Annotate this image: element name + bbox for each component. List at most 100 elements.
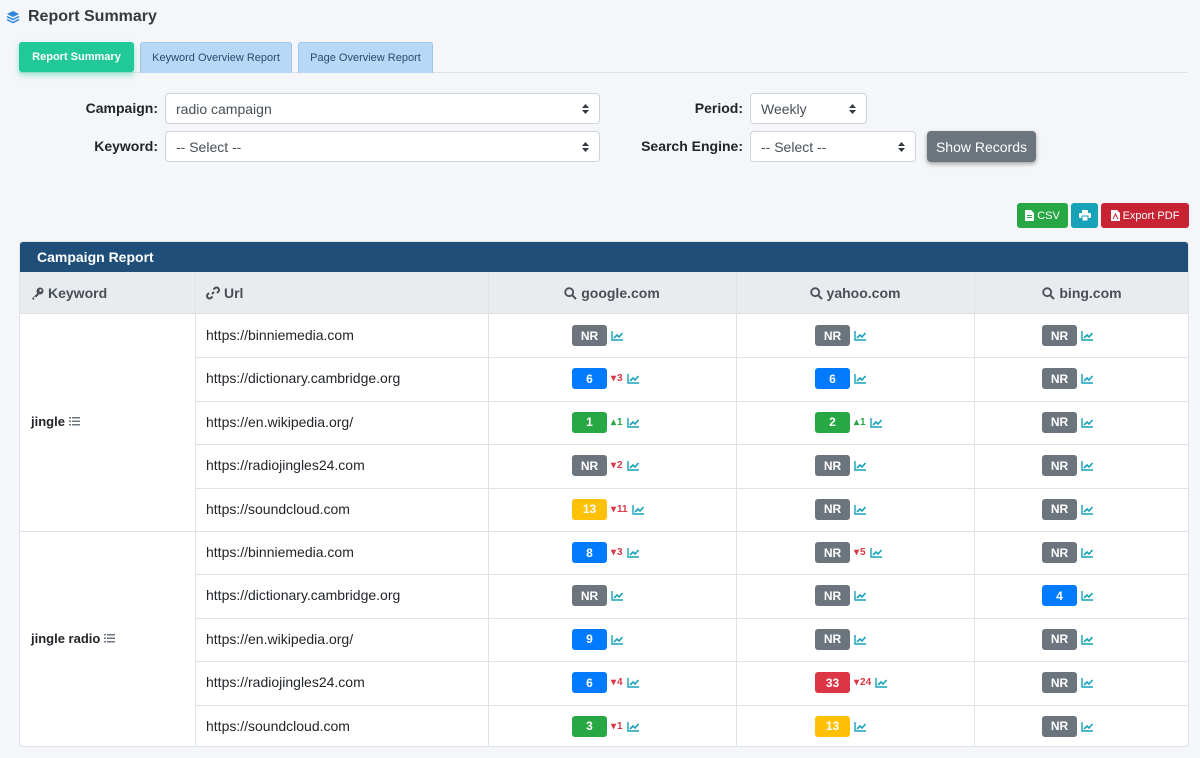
bing-rank-cell: NR	[1042, 411, 1094, 433]
triangle-down-icon: ▾	[611, 677, 617, 689]
url-cell[interactable]: https://soundcloud.com	[206, 717, 350, 734]
chart-line-icon[interactable]	[1081, 547, 1094, 558]
period-label: Period:	[694, 100, 743, 116]
url-cell[interactable]: https://binniemedia.com	[206, 544, 354, 560]
row-divider	[195, 444, 1188, 446]
chart-line-icon[interactable]	[626, 721, 640, 732]
rank-change: ▾ 24	[854, 677, 871, 688]
row-divider	[195, 400, 1188, 402]
tab-keyword-overview[interactable]: Keyword Overview Report	[140, 42, 292, 73]
tab-page-overview[interactable]: Page Overview Report	[298, 42, 433, 73]
column-divider	[195, 272, 196, 746]
chart-line-icon[interactable]	[611, 590, 624, 602]
chart-line-icon[interactable]	[1081, 330, 1094, 341]
chart-line-icon[interactable]	[1081, 634, 1094, 645]
column-yahoo[interactable]: yahoo.com	[736, 272, 974, 314]
row-divider	[195, 487, 1188, 489]
print-button[interactable]	[1071, 203, 1098, 228]
chart-line-icon[interactable]	[1081, 677, 1094, 688]
url-cell[interactable]: https://en.wikipedia.org/	[206, 630, 354, 647]
rank-change-value: 1	[860, 416, 866, 428]
triangle-up-icon: ▴	[854, 416, 860, 428]
select-arrows-icon	[582, 142, 589, 152]
rank-change-value: 3	[617, 547, 623, 558]
url-cell[interactable]: https://dictionary.cambridge.org	[206, 370, 401, 387]
rank-change: ▴ 1	[854, 417, 866, 428]
url-cell[interactable]: https://radiojingles24.com	[206, 674, 365, 691]
rank-badge: NR	[1042, 411, 1077, 433]
period-select[interactable]: Weekly	[750, 93, 867, 124]
url-cell[interactable]: https://dictionary.cambridge.org	[206, 587, 401, 604]
chart-line-icon[interactable]	[869, 417, 883, 428]
chart-line-icon[interactable]	[854, 590, 867, 602]
rank-badge: 9	[572, 628, 607, 650]
google-rank-cell: 9	[572, 628, 624, 650]
chart-line-icon[interactable]	[631, 504, 645, 515]
chart-line-icon[interactable]	[626, 460, 640, 471]
rank-badge: NR	[815, 628, 850, 650]
rank-badge: NR	[815, 585, 850, 607]
row-divider	[195, 704, 1188, 706]
show-records-button[interactable]: Show Records	[927, 131, 1036, 162]
key-icon	[32, 287, 44, 300]
chart-line-icon[interactable]	[875, 677, 888, 688]
url-cell[interactable]: https://en.wikipedia.org/	[206, 413, 354, 430]
chart-line-icon[interactable]	[1081, 417, 1094, 428]
bing-rank-cell: NR	[1042, 368, 1094, 390]
chart-line-icon[interactable]	[1081, 504, 1094, 515]
triangle-down-icon: ▾	[611, 720, 617, 732]
keyword-cell: jingle radio	[31, 631, 116, 646]
row-divider	[20, 531, 1188, 532]
rank-change-value: 2	[617, 460, 623, 472]
url-cell[interactable]: https://binniemedia.com	[206, 327, 354, 343]
rank-badge: NR	[1042, 368, 1077, 390]
chart-line-icon[interactable]	[611, 634, 624, 645]
chart-line-icon[interactable]	[854, 373, 867, 385]
chart-line-icon[interactable]	[854, 721, 867, 732]
column-keyword[interactable]: Keyword	[31, 272, 107, 314]
list-icon[interactable]	[68, 416, 80, 426]
chart-line-icon[interactable]	[626, 677, 640, 688]
chart-line-icon[interactable]	[869, 547, 883, 558]
chart-line-icon[interactable]	[854, 504, 867, 515]
csv-export-button[interactable]: CSV	[1017, 203, 1068, 228]
search-icon	[1042, 286, 1056, 300]
triangle-up-icon: ▴	[611, 416, 617, 428]
google-rank-cell: 13 ▾ 11	[572, 498, 645, 520]
chart-line-icon[interactable]	[854, 330, 867, 341]
chart-line-icon[interactable]	[626, 417, 640, 428]
rank-badge: 2	[815, 411, 850, 433]
column-url[interactable]: Url	[206, 272, 243, 314]
page-header: Report Summary	[6, 8, 157, 26]
search-engine-label: Search Engine:	[641, 138, 743, 154]
yahoo-rank-cell: 13	[815, 715, 867, 737]
url-cell[interactable]: https://radiojingles24.com	[206, 457, 365, 474]
chart-line-icon[interactable]	[854, 634, 867, 645]
column-bing[interactable]: bing.com	[974, 272, 1188, 314]
tab-report-summary[interactable]: Report Summary	[19, 42, 134, 72]
campaign-select[interactable]: radio campaign	[165, 93, 600, 124]
chart-line-icon[interactable]	[1081, 590, 1094, 602]
yahoo-rank-cell: 2 ▴ 1	[815, 411, 883, 433]
row-divider	[195, 357, 1188, 359]
chart-line-icon[interactable]	[626, 547, 640, 558]
search-engine-select[interactable]: -- Select --	[750, 131, 916, 162]
chart-line-icon[interactable]	[626, 373, 640, 385]
rank-badge: NR	[1042, 715, 1077, 737]
bing-rank-cell: NR	[1042, 498, 1094, 520]
chart-line-icon[interactable]	[1081, 460, 1094, 471]
export-pdf-button[interactable]: Export PDF	[1101, 203, 1189, 228]
chart-line-icon[interactable]	[854, 460, 867, 471]
chart-line-icon[interactable]	[1081, 373, 1094, 385]
rank-badge: 33	[815, 672, 850, 694]
chart-line-icon[interactable]	[611, 330, 624, 341]
keyword-select[interactable]: -- Select --	[165, 131, 600, 162]
rank-badge: NR	[1042, 672, 1077, 694]
url-cell[interactable]: https://soundcloud.com	[206, 500, 350, 517]
column-google[interactable]: google.com	[488, 272, 736, 314]
list-icon[interactable]	[104, 633, 116, 643]
rank-change-value: 5	[860, 547, 866, 558]
rank-badge: NR	[572, 455, 607, 477]
google-rank-cell: 8 ▾ 3	[572, 542, 640, 563]
chart-line-icon[interactable]	[1081, 721, 1094, 732]
